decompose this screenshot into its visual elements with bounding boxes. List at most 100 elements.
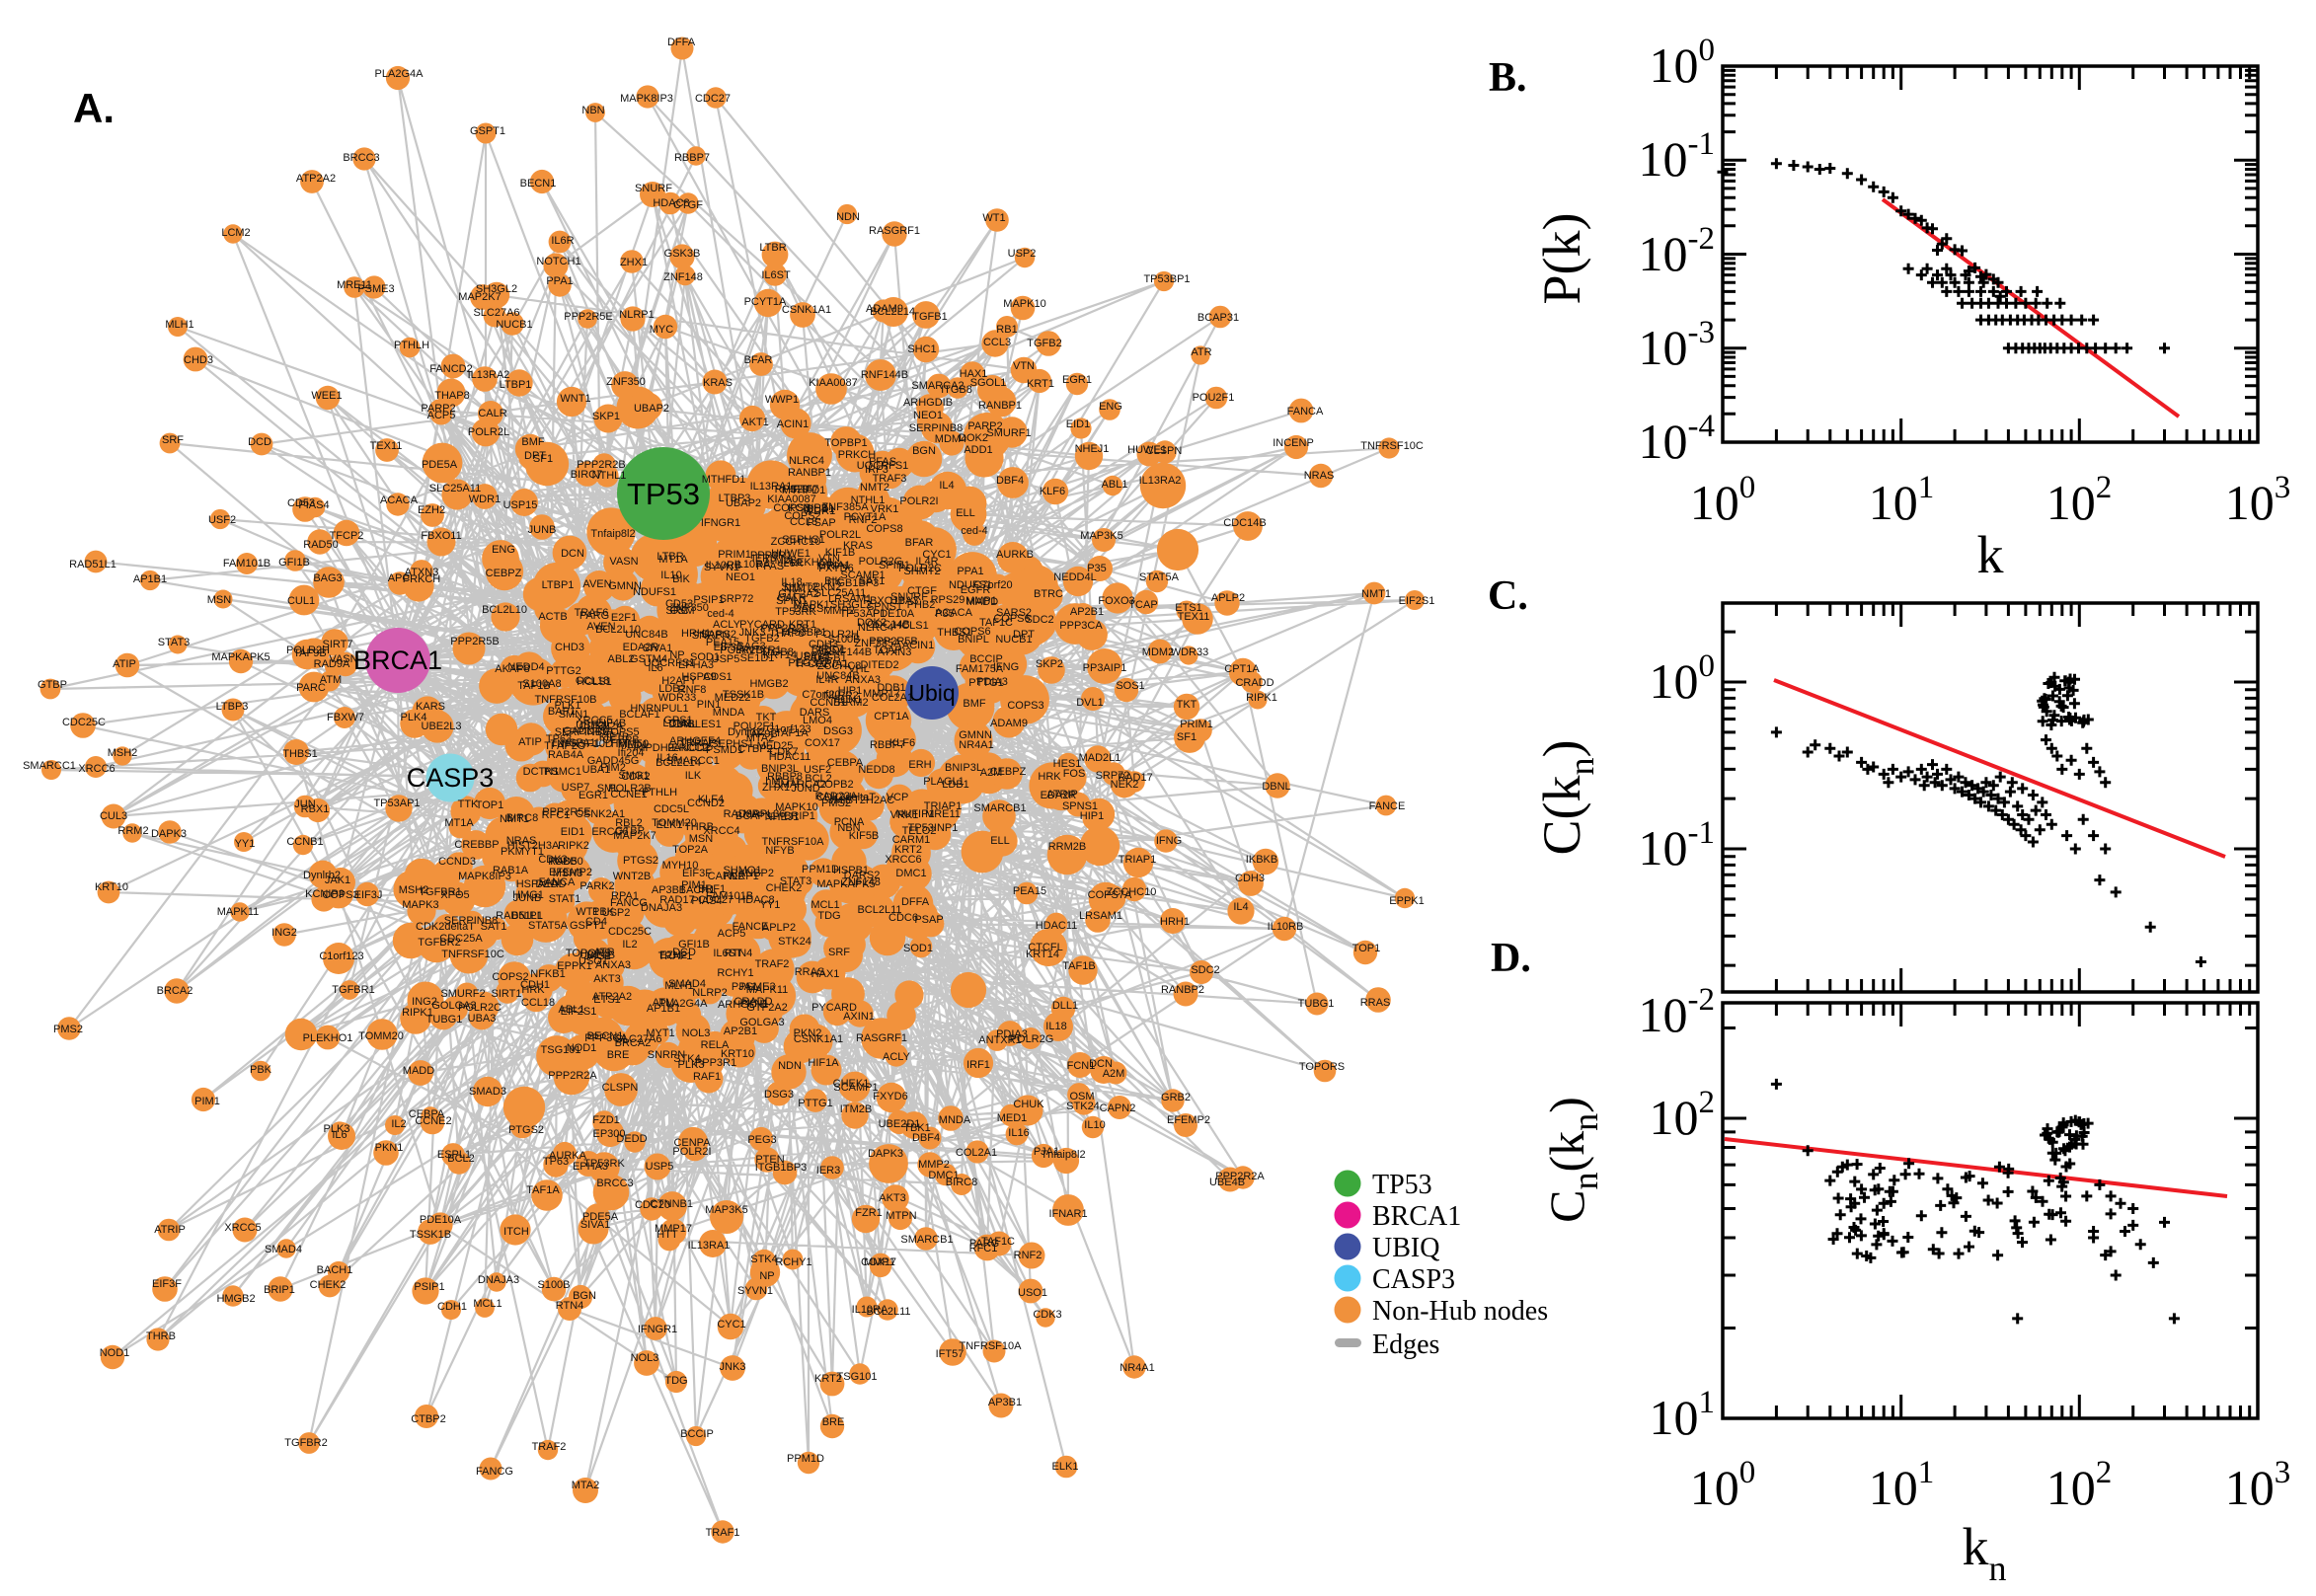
svg-text:UBA3: UBA3 [468, 1013, 497, 1025]
svg-text:LTBP3: LTBP3 [216, 701, 249, 713]
svg-text:BRCC3: BRCC3 [343, 152, 379, 164]
svg-text:HRK: HRK [521, 984, 545, 996]
svg-text:GMNN: GMNN [959, 729, 992, 741]
svg-text:MAP3K5: MAP3K5 [1080, 530, 1122, 542]
svg-text:KIF5B: KIF5B [849, 830, 880, 842]
svg-text:FANCE: FANCE [733, 921, 769, 933]
svg-text:TCAP: TCAP [873, 645, 901, 656]
svg-text:TDG: TDG [817, 910, 840, 922]
svg-text:CCL3: CCL3 [983, 337, 1011, 348]
svg-text:TAF1A: TAF1A [775, 727, 809, 739]
svg-text:S100B: S100B [827, 634, 860, 646]
svg-text:CREBBP: CREBBP [454, 839, 499, 851]
svg-text:GTF2A2: GTF2A2 [778, 588, 819, 600]
svg-text:HRH1: HRH1 [681, 628, 711, 640]
svg-text:SOD1: SOD1 [690, 651, 720, 663]
svg-text:BRF1: BRF1 [698, 883, 726, 895]
svg-text:KLF6: KLF6 [1040, 486, 1065, 497]
svg-text:DPT: DPT [1013, 629, 1035, 641]
svg-text:PEG3: PEG3 [747, 1134, 776, 1146]
svg-text:SOS1: SOS1 [1116, 680, 1144, 692]
svg-text:WEE1: WEE1 [311, 390, 342, 402]
svg-text:ILK: ILK [685, 770, 702, 782]
svg-text:MNDA: MNDA [939, 1114, 971, 1126]
svg-text:RNF8: RNF8 [678, 684, 707, 696]
svg-text:IL18: IL18 [1045, 1021, 1066, 1032]
svg-text:TDG: TDG [664, 1375, 687, 1387]
svg-text:RBX1: RBX1 [301, 803, 330, 815]
svg-text:PCNA: PCNA [834, 816, 865, 828]
svg-text:USP15: USP15 [503, 499, 538, 511]
svg-text:SDC2: SDC2 [1191, 964, 1219, 976]
svg-text:STK4: STK4 [750, 1254, 778, 1265]
svg-text:TRAF2: TRAF2 [532, 1441, 567, 1453]
svg-text:PPM1D: PPM1D [787, 1453, 824, 1465]
svg-text:DVL1: DVL1 [1076, 697, 1104, 709]
svg-text:SKP1: SKP1 [592, 411, 620, 422]
svg-text:RANBP1: RANBP1 [978, 400, 1022, 412]
svg-text:CPT1A: CPT1A [874, 711, 909, 722]
svg-text:ETS1: ETS1 [593, 994, 621, 1006]
svg-text:CCND2: CCND2 [687, 798, 725, 809]
svg-text:BNIPL: BNIPL [958, 634, 989, 646]
svg-text:TAF9B: TAF9B [744, 728, 777, 740]
svg-text:RCHY1: RCHY1 [717, 967, 753, 979]
svg-text:ZHX1: ZHX1 [620, 257, 648, 268]
svg-text:TGFB2: TGFB2 [1027, 338, 1061, 349]
svg-text:SPIN1: SPIN1 [879, 560, 910, 571]
svg-text:MYH10: MYH10 [662, 860, 699, 872]
svg-text:FZR1: FZR1 [855, 1207, 883, 1219]
svg-text:MADD: MADD [966, 596, 998, 608]
svg-text:TOP2A: TOP2A [672, 844, 709, 856]
svg-text:SRC: SRC [665, 605, 688, 617]
svg-text:ACTB: ACTB [538, 611, 567, 623]
svg-text:POU2F1: POU2F1 [733, 721, 776, 732]
svg-text:BMF: BMF [963, 698, 986, 710]
svg-text:PDE10A: PDE10A [873, 608, 915, 620]
svg-text:MLH1: MLH1 [165, 319, 193, 331]
svg-text:MTHFD1: MTHFD1 [702, 474, 746, 486]
svg-text:DAPK3: DAPK3 [151, 828, 187, 840]
svg-text:ZNF350: ZNF350 [606, 376, 646, 388]
svg-text:DPT: DPT [524, 450, 546, 462]
svg-text:NR4A1: NR4A1 [1119, 1362, 1154, 1374]
svg-text:SHMT2: SHMT2 [781, 581, 817, 593]
svg-text:IL6ST: IL6ST [713, 948, 742, 959]
svg-text:PSIP1: PSIP1 [693, 594, 724, 606]
svg-text:ANXA3: ANXA3 [845, 674, 881, 686]
svg-text:NTHL1: NTHL1 [851, 494, 886, 506]
svg-text:C7orf20: C7orf20 [802, 689, 840, 701]
svg-text:BFAR: BFAR [905, 537, 934, 549]
svg-text:UNC84B: UNC84B [816, 670, 859, 682]
svg-text:XRCC6: XRCC6 [885, 854, 921, 866]
svg-text:Dynlrb2: Dynlrb2 [303, 870, 341, 881]
svg-text:RFC1: RFC1 [542, 809, 571, 821]
svg-text:NLRP2: NLRP2 [823, 690, 858, 702]
svg-text:PLK3: PLK3 [324, 1123, 350, 1135]
svg-text:RFC1: RFC1 [969, 1243, 998, 1254]
svg-text:NOD1: NOD1 [100, 1347, 130, 1359]
svg-text:IL4R: IL4R [815, 674, 838, 686]
svg-text:GFI1B: GFI1B [278, 557, 310, 569]
svg-text:SMAD4: SMAD4 [265, 1244, 302, 1255]
svg-text:BRCA2: BRCA2 [157, 985, 193, 997]
svg-text:PLEKHO1: PLEKHO1 [303, 1032, 353, 1044]
svg-text:TNFRSF10C: TNFRSF10C [1360, 440, 1424, 452]
svg-text:TGFB1: TGFB1 [811, 652, 846, 664]
svg-text:BAG3: BAG3 [736, 641, 765, 652]
svg-text:ACACA: ACACA [935, 607, 973, 619]
svg-text:PPA1: PPA1 [546, 275, 573, 287]
svg-text:RNF144B: RNF144B [824, 646, 872, 658]
svg-text:FANCG: FANCG [476, 1466, 513, 1478]
svg-text:MDM2: MDM2 [1142, 646, 1174, 658]
svg-text:TAF1C: TAF1C [979, 617, 1013, 629]
svg-text:IL13RA2: IL13RA2 [1139, 475, 1182, 487]
svg-text:IL13RA1: IL13RA1 [688, 1240, 731, 1252]
svg-text:THAP8: THAP8 [434, 390, 469, 402]
svg-text:BNIP3L: BNIP3L [761, 763, 799, 775]
svg-text:TP53BP1: TP53BP1 [780, 627, 826, 639]
svg-text:PEG3: PEG3 [788, 657, 816, 669]
svg-text:TEX11: TEX11 [370, 440, 403, 452]
svg-text:PRIM1: PRIM1 [718, 549, 751, 561]
svg-text:ERH: ERH [908, 759, 931, 771]
